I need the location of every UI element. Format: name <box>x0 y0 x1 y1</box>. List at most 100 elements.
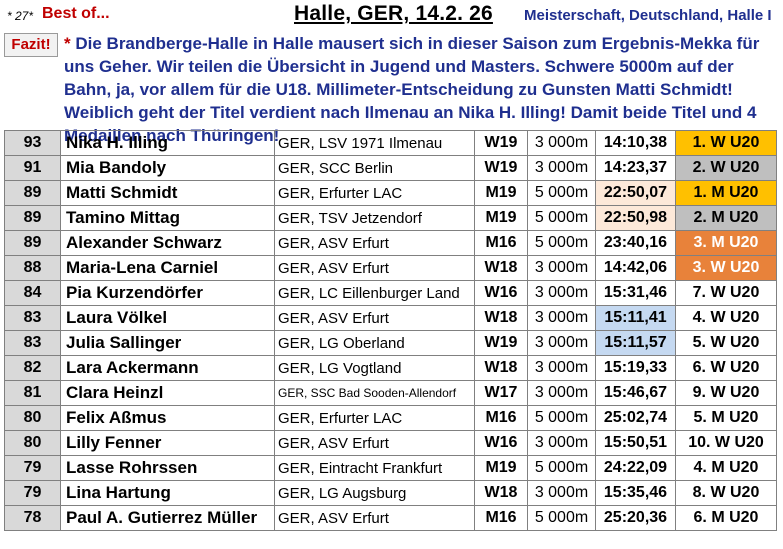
table-row: 89 Alexander Schwarz GER, ASV Erfurt M16 5 0… <box>4 230 777 256</box>
table-row: 79 Lasse Rohrssen GER, Eintracht Frankfurt… <box>4 455 777 481</box>
summary-star: * <box>64 34 71 53</box>
age-class-cell: M16 <box>474 505 528 531</box>
distance-cell: 5 000m <box>527 405 596 431</box>
time-cell: 15:46,67 <box>595 380 676 406</box>
athlete-name-cell: Nika H. Illing <box>60 130 275 156</box>
points-cell: 80 <box>4 430 61 456</box>
time-cell: 15:19,33 <box>595 355 676 381</box>
rank-cell: 3. W U20 <box>675 255 777 281</box>
athlete-name-cell: Laura Völkel <box>60 305 275 331</box>
table-row: 89 Matti Schmidt GER, Erfurter LAC M19 5 000… <box>4 180 777 206</box>
club-cell: GER, ASV Erfurt <box>274 255 475 281</box>
distance-cell: 5 000m <box>527 180 596 206</box>
athlete-name-cell: Maria-Lena Carniel <box>60 255 275 281</box>
results-table: 93 Nika H. Illing GER, LSV 1971 Ilmenau W19… <box>4 130 777 531</box>
distance-cell: 3 000m <box>527 380 596 406</box>
table-row: 82 Lara Ackermann GER, LG Vogtland W18 3 000… <box>4 355 777 381</box>
table-row: 89 Tamino Mittag GER, TSV Jetzendorf M19 5 0… <box>4 205 777 231</box>
time-cell: 15:11,57 <box>595 330 676 356</box>
table-row: 84 Pia Kurzendörfer GER, LC Eillenburger L… <box>4 280 777 306</box>
age-class-cell: W18 <box>474 255 528 281</box>
summary-body: Die Brandberge-Halle in Halle mausert si… <box>64 34 760 145</box>
distance-cell: 5 000m <box>527 505 596 531</box>
points-cell: 79 <box>4 480 61 506</box>
age-class-cell: W17 <box>474 380 528 406</box>
table-row: 83 Julia Sallinger GER, LG Oberland W19 3 00… <box>4 330 777 356</box>
distance-cell: 3 000m <box>527 480 596 506</box>
points-cell: 84 <box>4 280 61 306</box>
rank-cell: 1. W U20 <box>675 130 777 156</box>
club-cell: GER, SSC Bad Sooden-Allendorf <box>274 380 475 406</box>
event-title: Halle, GER, 14.2. 26 <box>294 2 493 25</box>
rank-cell: 7. W U20 <box>675 280 777 306</box>
distance-cell: 3 000m <box>527 130 596 156</box>
rank-cell: 10. W U20 <box>675 430 777 456</box>
issue-number: * 27* <box>7 9 34 23</box>
table-row: 80 Felix Aßmus GER, Erfurter LAC M16 5 000m 2… <box>4 405 777 431</box>
rank-cell: 3. M U20 <box>675 230 777 256</box>
points-cell: 89 <box>4 180 61 206</box>
points-cell: 83 <box>4 330 61 356</box>
time-cell: 14:10,38 <box>595 130 676 156</box>
age-class-cell: W19 <box>474 130 528 156</box>
athlete-name-cell: Julia Sallinger <box>60 330 275 356</box>
table-row: 91 Mia Bandoly GER, SCC Berlin W19 3 000m 14:… <box>4 155 777 181</box>
athlete-name-cell: Paul A. Gutierrez Müller <box>60 505 275 531</box>
best-of-label: Best of... <box>42 5 110 22</box>
age-class-cell: W18 <box>474 355 528 381</box>
athlete-name-cell: Lara Ackermann <box>60 355 275 381</box>
athlete-name-cell: Tamino Mittag <box>60 205 275 231</box>
age-class-cell: W18 <box>474 305 528 331</box>
distance-cell: 3 000m <box>527 355 596 381</box>
distance-cell: 3 000m <box>527 155 596 181</box>
athlete-name-cell: Alexander Schwarz <box>60 230 275 256</box>
rank-cell: 2. M U20 <box>675 205 777 231</box>
athlete-name-cell: Lilly Fenner <box>60 430 275 456</box>
rank-cell: 5. M U20 <box>675 405 777 431</box>
time-cell: 24:22,09 <box>595 455 676 481</box>
distance-cell: 3 000m <box>527 305 596 331</box>
age-class-cell: W16 <box>474 280 528 306</box>
club-cell: GER, ASV Erfurt <box>274 230 475 256</box>
club-cell: GER, Eintracht Frankfurt <box>274 455 475 481</box>
age-class-cell: W19 <box>474 330 528 356</box>
table-row: 79 Lina Hartung GER, LG Augsburg W18 3 000m 1… <box>4 480 777 506</box>
table-row: 88 Maria-Lena Carniel GER, ASV Erfurt W18 3 … <box>4 255 777 281</box>
points-cell: 93 <box>4 130 61 156</box>
rank-cell: 8. W U20 <box>675 480 777 506</box>
championship-label: Meisterschaft, Deutschland, Halle I <box>524 7 772 24</box>
rank-cell: 4. M U20 <box>675 455 777 481</box>
distance-cell: 3 000m <box>527 280 596 306</box>
athlete-name-cell: Lina Hartung <box>60 480 275 506</box>
rank-cell: 5. W U20 <box>675 330 777 356</box>
age-class-cell: W16 <box>474 430 528 456</box>
summary-text: * Die Brandberge-Halle in Halle mausert … <box>64 32 780 147</box>
distance-cell: 3 000m <box>527 255 596 281</box>
distance-cell: 5 000m <box>527 230 596 256</box>
table-row: 93 Nika H. Illing GER, LSV 1971 Ilmenau W19… <box>4 130 777 156</box>
rank-cell: 9. W U20 <box>675 380 777 406</box>
athlete-name-cell: Matti Schmidt <box>60 180 275 206</box>
club-cell: GER, Erfurter LAC <box>274 180 475 206</box>
points-cell: 80 <box>4 405 61 431</box>
club-cell: GER, Erfurter LAC <box>274 405 475 431</box>
club-cell: GER, LSV 1971 Ilmenau <box>274 130 475 156</box>
rank-cell: 6. W U20 <box>675 355 777 381</box>
table-row: 80 Lilly Fenner GER, ASV Erfurt W16 3 000m 15… <box>4 430 777 456</box>
age-class-cell: W18 <box>474 480 528 506</box>
distance-cell: 3 000m <box>527 330 596 356</box>
points-cell: 91 <box>4 155 61 181</box>
club-cell: GER, LG Vogtland <box>274 355 475 381</box>
club-cell: GER, LG Augsburg <box>274 480 475 506</box>
athlete-name-cell: Mia Bandoly <box>60 155 275 181</box>
rank-cell: 6. M U20 <box>675 505 777 531</box>
results-body: 93 Nika H. Illing GER, LSV 1971 Ilmenau W19… <box>4 130 777 531</box>
points-cell: 79 <box>4 455 61 481</box>
time-cell: 22:50,98 <box>595 205 676 231</box>
points-cell: 78 <box>4 505 61 531</box>
age-class-cell: M16 <box>474 405 528 431</box>
age-class-cell: M16 <box>474 230 528 256</box>
points-cell: 83 <box>4 305 61 331</box>
club-cell: GER, SCC Berlin <box>274 155 475 181</box>
